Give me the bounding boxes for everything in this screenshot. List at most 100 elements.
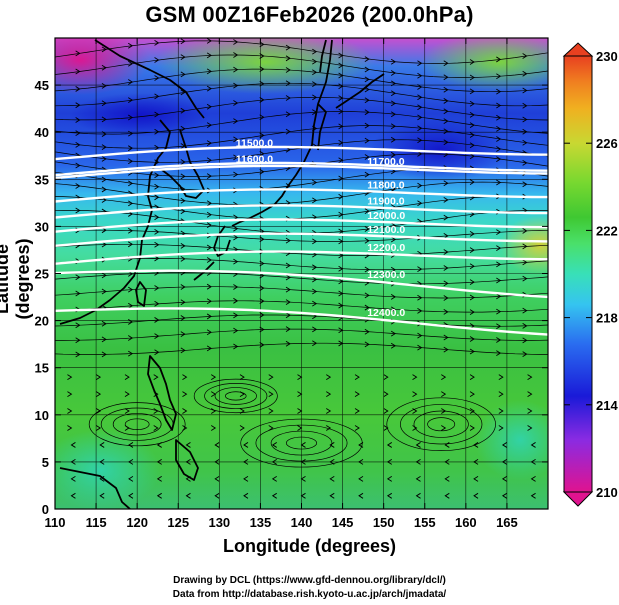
flow-arrow (127, 158, 134, 165)
flow-arrow (75, 274, 81, 281)
flow-arrow (338, 123, 344, 130)
flow-arrow (444, 492, 450, 499)
x-tick-label: 120 (126, 515, 148, 530)
streamline (55, 68, 548, 93)
flow-arrow (259, 132, 265, 139)
flow-arrow (390, 100, 397, 107)
flow-arrow (522, 181, 528, 188)
flow-arrow (214, 475, 220, 482)
flow-arrow (326, 425, 332, 431)
flow-arrow (128, 492, 134, 499)
x-tick-label: 135 (250, 515, 272, 530)
flow-arrow (233, 136, 239, 143)
flow-arrow (180, 38, 186, 45)
flow-arrow (522, 351, 528, 358)
flow-arrow (417, 104, 423, 111)
flow-arrow (206, 122, 212, 128)
flow-arrow (522, 275, 528, 282)
flow-arrow (271, 475, 277, 482)
flow-arrow (338, 95, 344, 102)
flow-arrow (233, 118, 239, 124)
flow-arrow (182, 408, 188, 414)
flow-arrow (210, 408, 217, 414)
flow-arrow (527, 391, 533, 397)
flow-arrow (128, 442, 134, 448)
flow-arrow (214, 492, 220, 499)
flow-arrow (180, 89, 186, 96)
flow-arrow (417, 266, 423, 273)
flow-arrow (259, 150, 265, 157)
flow-arrow (390, 342, 397, 349)
flow-arrow (469, 309, 475, 315)
flow-arrow (364, 97, 370, 104)
flow-arrow (243, 459, 249, 465)
chart-title: GSM 00Z16Feb2026 (200.0hPa) (145, 2, 474, 27)
flow-arrow (386, 492, 393, 499)
flow-arrow (522, 116, 528, 123)
flow-arrow (412, 425, 418, 431)
flow-arrow (101, 82, 107, 89)
flow-arrow (101, 351, 107, 358)
tropical-streamline (112, 413, 162, 436)
flow-arrow (312, 276, 318, 283)
flow-arrow (127, 60, 134, 67)
flow-arrow (358, 442, 364, 448)
flow-arrow (443, 197, 449, 203)
flow-arrow (383, 391, 389, 397)
flow-arrow (180, 299, 186, 306)
flow-arrow (496, 136, 502, 142)
flow-arrow (127, 145, 134, 152)
flow-arrow (154, 111, 160, 118)
flow-arrow (390, 123, 397, 130)
flow-arrow (469, 179, 475, 186)
tropical-streamline (88, 402, 186, 447)
flow-arrow (312, 179, 318, 186)
flow-arrow (498, 391, 504, 397)
flow-arrow (443, 108, 449, 115)
flow-arrow (101, 131, 107, 137)
flow-arrow (214, 459, 220, 465)
flow-arrow (180, 243, 186, 249)
flow-arrow (285, 286, 291, 293)
flow-arrow (358, 475, 364, 482)
flow-arrow (443, 74, 449, 81)
height-contour (55, 218, 548, 233)
x-tick-label: 110 (45, 515, 66, 530)
flow-arrow (243, 475, 249, 482)
y-tick-label: 10 (35, 408, 49, 423)
flow-arrow (338, 62, 344, 69)
flow-arrow (390, 70, 397, 76)
contour-label: 11900.0 (367, 196, 405, 208)
flow-arrow (268, 425, 274, 431)
flow-arrow (259, 168, 265, 175)
flow-arrow (75, 68, 81, 75)
flow-arrow (527, 374, 533, 381)
flow-arrow (329, 459, 335, 465)
flow-arrow (364, 76, 370, 83)
flow-arrow (206, 222, 212, 229)
flow-arrow (530, 459, 536, 465)
flow-arrow (206, 345, 212, 352)
flow-arrow (417, 84, 423, 90)
flow-arrow (364, 109, 370, 116)
flow-arrow (390, 136, 397, 143)
flow-arrow (338, 52, 344, 59)
flow-arrow (383, 408, 389, 414)
flow-arrow (210, 391, 217, 397)
flow-arrow (354, 374, 360, 381)
flow-arrow (259, 114, 265, 121)
flow-arrow (285, 299, 291, 306)
flow-arrow (101, 272, 107, 279)
flow-arrow (469, 336, 475, 342)
flow-arrow (233, 171, 239, 178)
y-tick-label: 0 (42, 502, 49, 517)
y-tick-label: 35 (35, 172, 49, 187)
warm-patch-northeast (420, 38, 548, 92)
height-contour (55, 188, 548, 203)
x-tick-label: 155 (414, 515, 436, 530)
flow-arrow (101, 100, 107, 107)
flow-arrow (312, 58, 318, 65)
flow-arrow (530, 492, 536, 499)
flow-arrow (417, 308, 423, 314)
